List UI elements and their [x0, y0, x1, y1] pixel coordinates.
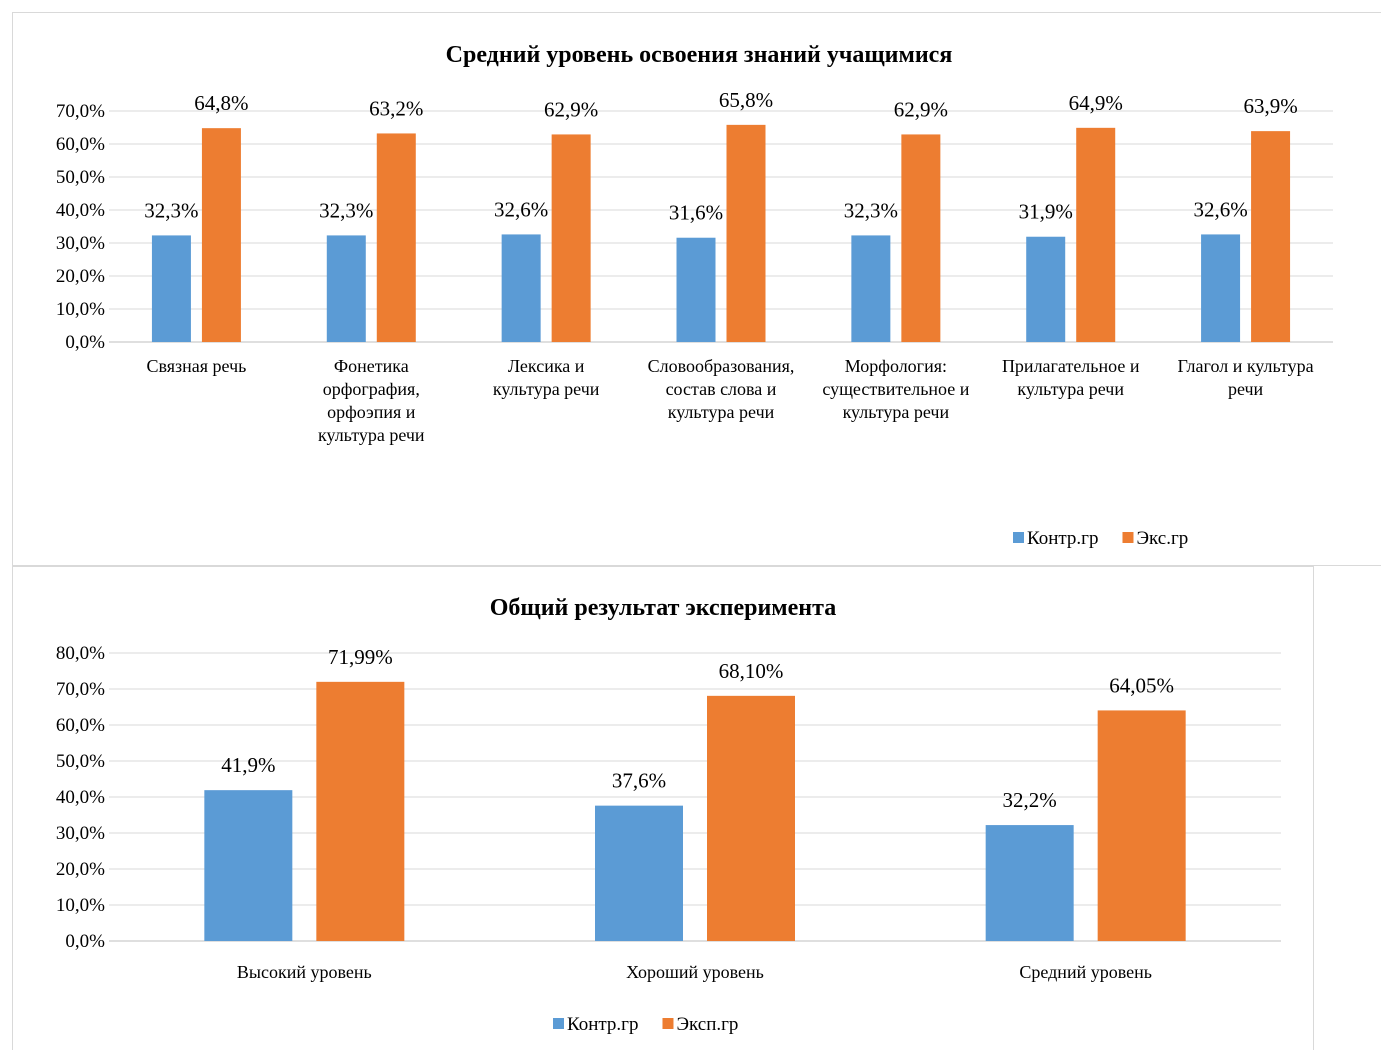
chart-title: Общий результат эксперимента	[490, 595, 836, 621]
chart-title: Средний уровень освоения знаний учащимис…	[446, 42, 953, 68]
category-label: культура речи	[1017, 379, 1124, 399]
y-tick-label: 50,0%	[56, 751, 105, 772]
bar-control	[676, 237, 716, 342]
y-tick-label: 40,0%	[56, 787, 105, 808]
category-label: культура речи	[843, 402, 950, 422]
category-label: Морфология:	[845, 356, 947, 376]
y-tick-label: 0,0%	[65, 931, 105, 952]
data-label: 32,3%	[319, 198, 373, 222]
data-label: 31,6%	[669, 201, 723, 225]
bar-control	[204, 790, 293, 941]
legend-label: Контр.гр	[567, 1014, 638, 1035]
category-label: культура речи	[668, 402, 775, 422]
category-label: Словообразования,	[648, 356, 795, 376]
legend-swatch	[662, 1018, 674, 1029]
data-label: 62,9%	[544, 97, 598, 121]
y-tick-label: 40,0%	[56, 200, 105, 221]
y-tick-label: 0,0%	[65, 332, 105, 353]
data-label: 64,8%	[194, 91, 248, 115]
legend-swatch	[553, 1018, 564, 1029]
legend-label: Эксп.гр	[676, 1014, 738, 1035]
bar-experimental	[901, 134, 941, 342]
data-label: 71,99%	[328, 645, 393, 669]
bar-control	[595, 805, 683, 941]
legend-label: Контр.гр	[1027, 528, 1098, 549]
y-tick-label: 10,0%	[56, 895, 105, 916]
data-label: 62,9%	[894, 97, 948, 121]
category-label: культура речи	[493, 379, 600, 399]
category-label: культура речи	[318, 425, 425, 445]
data-label: 31,9%	[1019, 200, 1073, 224]
y-tick-label: 50,0%	[56, 167, 105, 188]
bar-experimental	[316, 681, 405, 941]
data-label: 63,9%	[1243, 94, 1297, 118]
category-label: Лексика и	[508, 356, 585, 376]
data-label: 32,3%	[144, 198, 198, 222]
data-label: 32,2%	[1003, 788, 1057, 812]
data-label: 64,05%	[1109, 673, 1174, 697]
legend-swatch	[1013, 532, 1024, 543]
category-label: орфография,	[323, 379, 420, 399]
y-tick-label: 60,0%	[56, 715, 105, 736]
category-label: Хороший уровень	[626, 962, 764, 982]
bar-control	[501, 234, 541, 342]
bar-experimental	[1097, 710, 1186, 941]
data-label: 37,6%	[612, 769, 666, 793]
category-label: Средний уровень	[1019, 962, 1152, 982]
data-label: 32,6%	[494, 197, 548, 221]
bar-experimental	[707, 695, 795, 941]
y-tick-label: 70,0%	[56, 101, 105, 122]
bar-control	[151, 235, 191, 342]
experiment-result-chart: Общий результат эксперимента 0,0% 10,0% 20,…	[56, 595, 1281, 1035]
data-label: 32,6%	[1193, 197, 1247, 221]
category-label: Фонетика	[334, 356, 409, 376]
data-label: 68,10%	[719, 659, 784, 683]
y-tick-label: 30,0%	[56, 233, 105, 254]
data-label: 64,9%	[1069, 91, 1123, 115]
y-tick-label: 20,0%	[56, 266, 105, 287]
bar-experimental	[1251, 131, 1291, 342]
legend-label: Экс.гр	[1136, 528, 1188, 549]
category-label: речи	[1228, 379, 1264, 399]
data-label: 41,9%	[221, 753, 275, 777]
data-label: 32,3%	[844, 198, 898, 222]
bar-control	[1201, 234, 1241, 342]
chart-panel-experiment: Общий результат эксперимента 0,0% 10,0% 20,…	[12, 566, 1314, 1050]
bar-experimental	[201, 128, 241, 342]
y-tick-label: 10,0%	[56, 299, 105, 320]
category-label: Высокий уровень	[237, 962, 372, 982]
data-label: 65,8%	[719, 88, 773, 112]
bar-experimental	[376, 133, 416, 342]
bar-experimental	[1076, 127, 1116, 342]
category-label: Прилагательное и	[1002, 356, 1140, 376]
knowledge-level-chart: Средний уровень освоения знаний учащимис…	[56, 42, 1333, 549]
bar-control	[851, 235, 891, 342]
y-tick-label: 80,0%	[56, 643, 105, 664]
category-label: Связная речь	[146, 356, 246, 376]
category-label: существительное и	[822, 379, 969, 399]
y-tick-label: 20,0%	[56, 859, 105, 880]
bar-control	[1026, 236, 1066, 342]
category-label: Глагол и культура	[1177, 356, 1313, 376]
y-tick-label: 60,0%	[56, 134, 105, 155]
y-tick-label: 70,0%	[56, 679, 105, 700]
category-label: состав слова и	[666, 379, 777, 399]
bar-experimental	[551, 134, 591, 342]
bar-control	[985, 825, 1074, 941]
data-label: 63,2%	[369, 96, 423, 120]
legend-swatch	[1122, 532, 1134, 543]
y-tick-label: 30,0%	[56, 823, 105, 844]
bar-experimental	[726, 124, 766, 342]
category-label: орфоэпия и	[327, 402, 416, 422]
chart-panel-knowledge: Средний уровень освоения знаний учащимис…	[12, 12, 1381, 566]
bar-control	[326, 235, 366, 342]
